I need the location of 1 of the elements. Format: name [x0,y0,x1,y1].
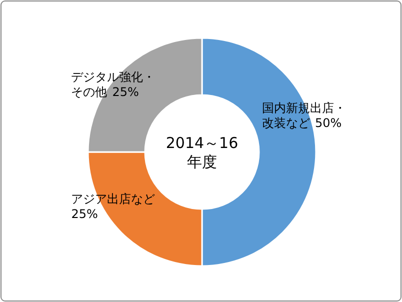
title: 2014～16 年度 [166,134,238,171]
